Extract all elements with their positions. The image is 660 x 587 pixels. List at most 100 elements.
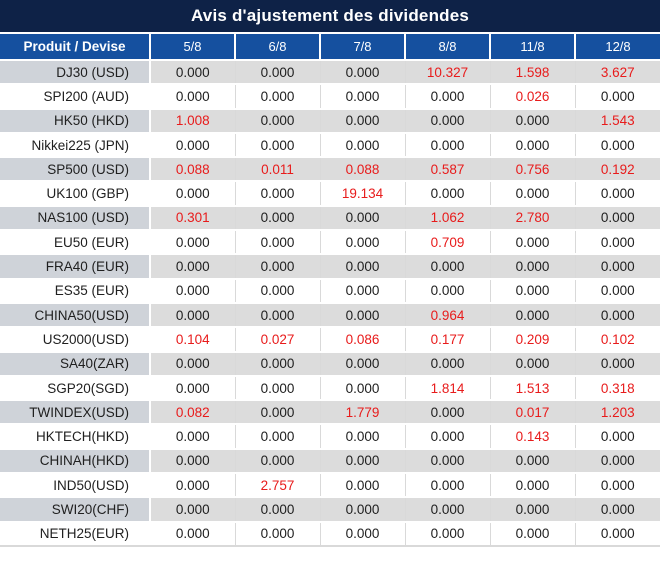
product-label: SA40(ZAR) — [0, 351, 151, 377]
product-label: NETH25(EUR) — [0, 521, 151, 547]
table-row: IND50(USD) 0.000 2.757 0.000 0.000 0.000 0.000 — [0, 473, 660, 499]
value-cell: 1.779 — [319, 400, 405, 426]
table-row: SWI20(CHF) 0.000 0.000 0.000 0.000 0.000 0.000 — [0, 497, 660, 523]
value-cell: 0.000 — [234, 375, 320, 402]
value-cell: 0.318 — [574, 375, 660, 402]
table-header-row: Produit / Devise 5/8 6/8 7/8 8/8 11/8 12/8 — [0, 34, 660, 61]
value-cell: 0.587 — [404, 157, 490, 183]
product-label: HKTECH(HKD) — [0, 424, 151, 450]
product-label: SGP20(SGD) — [0, 375, 151, 402]
value-cell: 0.000 — [489, 108, 575, 134]
table-row: HKTECH(HKD) 0.000 0.000 0.000 0.000 0.143 0.00… — [0, 424, 660, 450]
value-cell: 0.000 — [574, 278, 660, 304]
value-cell: 0.192 — [574, 157, 660, 183]
value-cell: 0.000 — [149, 375, 235, 402]
product-label: US2000(USD) — [0, 327, 151, 353]
value-cell: 0.000 — [319, 230, 405, 256]
value-cell: 0.026 — [489, 84, 575, 110]
value-cell: 0.000 — [149, 473, 235, 499]
value-cell: 0.756 — [489, 157, 575, 183]
column-header-product: Produit / Devise — [0, 34, 150, 61]
table-row: TWINDEX(USD) 0.082 0.000 1.779 0.000 0.017 1.2… — [0, 400, 660, 426]
value-cell: 0.000 — [404, 400, 490, 426]
table-row: HK50 (HKD) 1.008 0.000 0.000 0.000 0.000 1.543 — [0, 108, 660, 134]
value-cell: 0.000 — [319, 424, 405, 450]
value-cell: 0.000 — [404, 254, 490, 280]
value-cell: 1.543 — [574, 108, 660, 134]
value-cell: 2.780 — [489, 205, 575, 232]
product-label: EU50 (EUR) — [0, 230, 151, 256]
product-label: UK100 (GBP) — [0, 181, 151, 207]
value-cell: 0.000 — [319, 521, 405, 547]
value-cell: 0.088 — [319, 157, 405, 183]
dividend-adjustment-widget: Avis d'ajustement des dividendes Produit… — [0, 0, 660, 547]
value-cell: 1.203 — [574, 400, 660, 426]
value-cell: 0.000 — [404, 278, 490, 304]
value-cell: 1.513 — [489, 375, 575, 402]
column-header-date: 8/8 — [404, 34, 490, 61]
value-cell: 0.000 — [319, 497, 405, 523]
value-cell: 0.000 — [404, 181, 490, 207]
value-cell: 2.757 — [234, 473, 320, 499]
product-label: ES35 (EUR) — [0, 278, 151, 304]
value-cell: 0.000 — [234, 400, 320, 426]
value-cell: 0.000 — [319, 205, 405, 232]
table-row: CHINA50(USD) 0.000 0.000 0.000 0.964 0.000 0.0… — [0, 302, 660, 329]
product-label: NAS100 (USD) — [0, 205, 151, 232]
value-cell: 0.000 — [404, 424, 490, 450]
value-cell: 0.000 — [234, 497, 320, 523]
value-cell: 0.301 — [149, 205, 235, 232]
table-row: Nikkei225 (JPN) 0.000 0.000 0.000 0.000 0.000… — [0, 132, 660, 159]
value-cell: 0.000 — [489, 254, 575, 280]
value-cell: 0.000 — [404, 84, 490, 110]
product-label: FRA40 (EUR) — [0, 254, 151, 280]
value-cell: 0.000 — [574, 205, 660, 232]
value-cell: 0.000 — [404, 473, 490, 499]
value-cell: 1.062 — [404, 205, 490, 232]
value-cell: 0.000 — [234, 132, 320, 159]
table-row: DJ30 (USD) 0.000 0.000 0.000 10.327 1.598 3.62… — [0, 60, 660, 86]
product-label: Nikkei225 (JPN) — [0, 132, 151, 159]
value-cell: 0.000 — [489, 521, 575, 547]
value-cell: 0.000 — [234, 424, 320, 450]
value-cell: 0.000 — [574, 302, 660, 329]
table-row: US2000(USD) 0.104 0.027 0.086 0.177 0.209 0.10… — [0, 327, 660, 353]
table-row: SA40(ZAR) 0.000 0.000 0.000 0.000 0.000 0.000 — [0, 351, 660, 377]
value-cell: 0.000 — [574, 497, 660, 523]
value-cell: 0.000 — [149, 132, 235, 159]
value-cell: 0.000 — [149, 448, 235, 475]
value-cell: 19.134 — [319, 181, 405, 207]
value-cell: 0.000 — [149, 84, 235, 110]
value-cell: 0.000 — [404, 351, 490, 377]
value-cell: 0.082 — [149, 400, 235, 426]
value-cell: 0.000 — [489, 473, 575, 499]
value-cell: 3.627 — [574, 60, 660, 86]
column-header-date: 6/8 — [234, 34, 320, 61]
table-row: NETH25(EUR) 0.000 0.000 0.000 0.000 0.000 0.00… — [0, 521, 660, 547]
column-header-date: 7/8 — [319, 34, 405, 61]
value-cell: 0.000 — [319, 302, 405, 329]
value-cell: 0.000 — [574, 351, 660, 377]
value-cell: 0.000 — [489, 302, 575, 329]
value-cell: 0.964 — [404, 302, 490, 329]
value-cell: 0.000 — [149, 497, 235, 523]
value-cell: 0.000 — [319, 351, 405, 377]
table-row: FRA40 (EUR) 0.000 0.000 0.000 0.000 0.000 0.00… — [0, 254, 660, 280]
value-cell: 0.000 — [574, 230, 660, 256]
value-cell: 0.000 — [489, 448, 575, 475]
value-cell: 0.104 — [149, 327, 235, 353]
value-cell: 0.088 — [149, 157, 235, 183]
table-row: SPI200 (AUD) 0.000 0.000 0.000 0.000 0.026 0.0… — [0, 84, 660, 110]
value-cell: 0.000 — [319, 473, 405, 499]
table-row: EU50 (EUR) 0.000 0.000 0.000 0.709 0.000 0.000 — [0, 230, 660, 256]
title-divider — [0, 32, 660, 34]
value-cell: 0.017 — [489, 400, 575, 426]
value-cell: 0.000 — [404, 497, 490, 523]
value-cell: 0.177 — [404, 327, 490, 353]
value-cell: 0.000 — [234, 230, 320, 256]
value-cell: 0.000 — [404, 108, 490, 134]
value-cell: 0.000 — [489, 132, 575, 159]
value-cell: 0.000 — [574, 84, 660, 110]
value-cell: 0.000 — [234, 351, 320, 377]
value-cell: 0.000 — [234, 302, 320, 329]
